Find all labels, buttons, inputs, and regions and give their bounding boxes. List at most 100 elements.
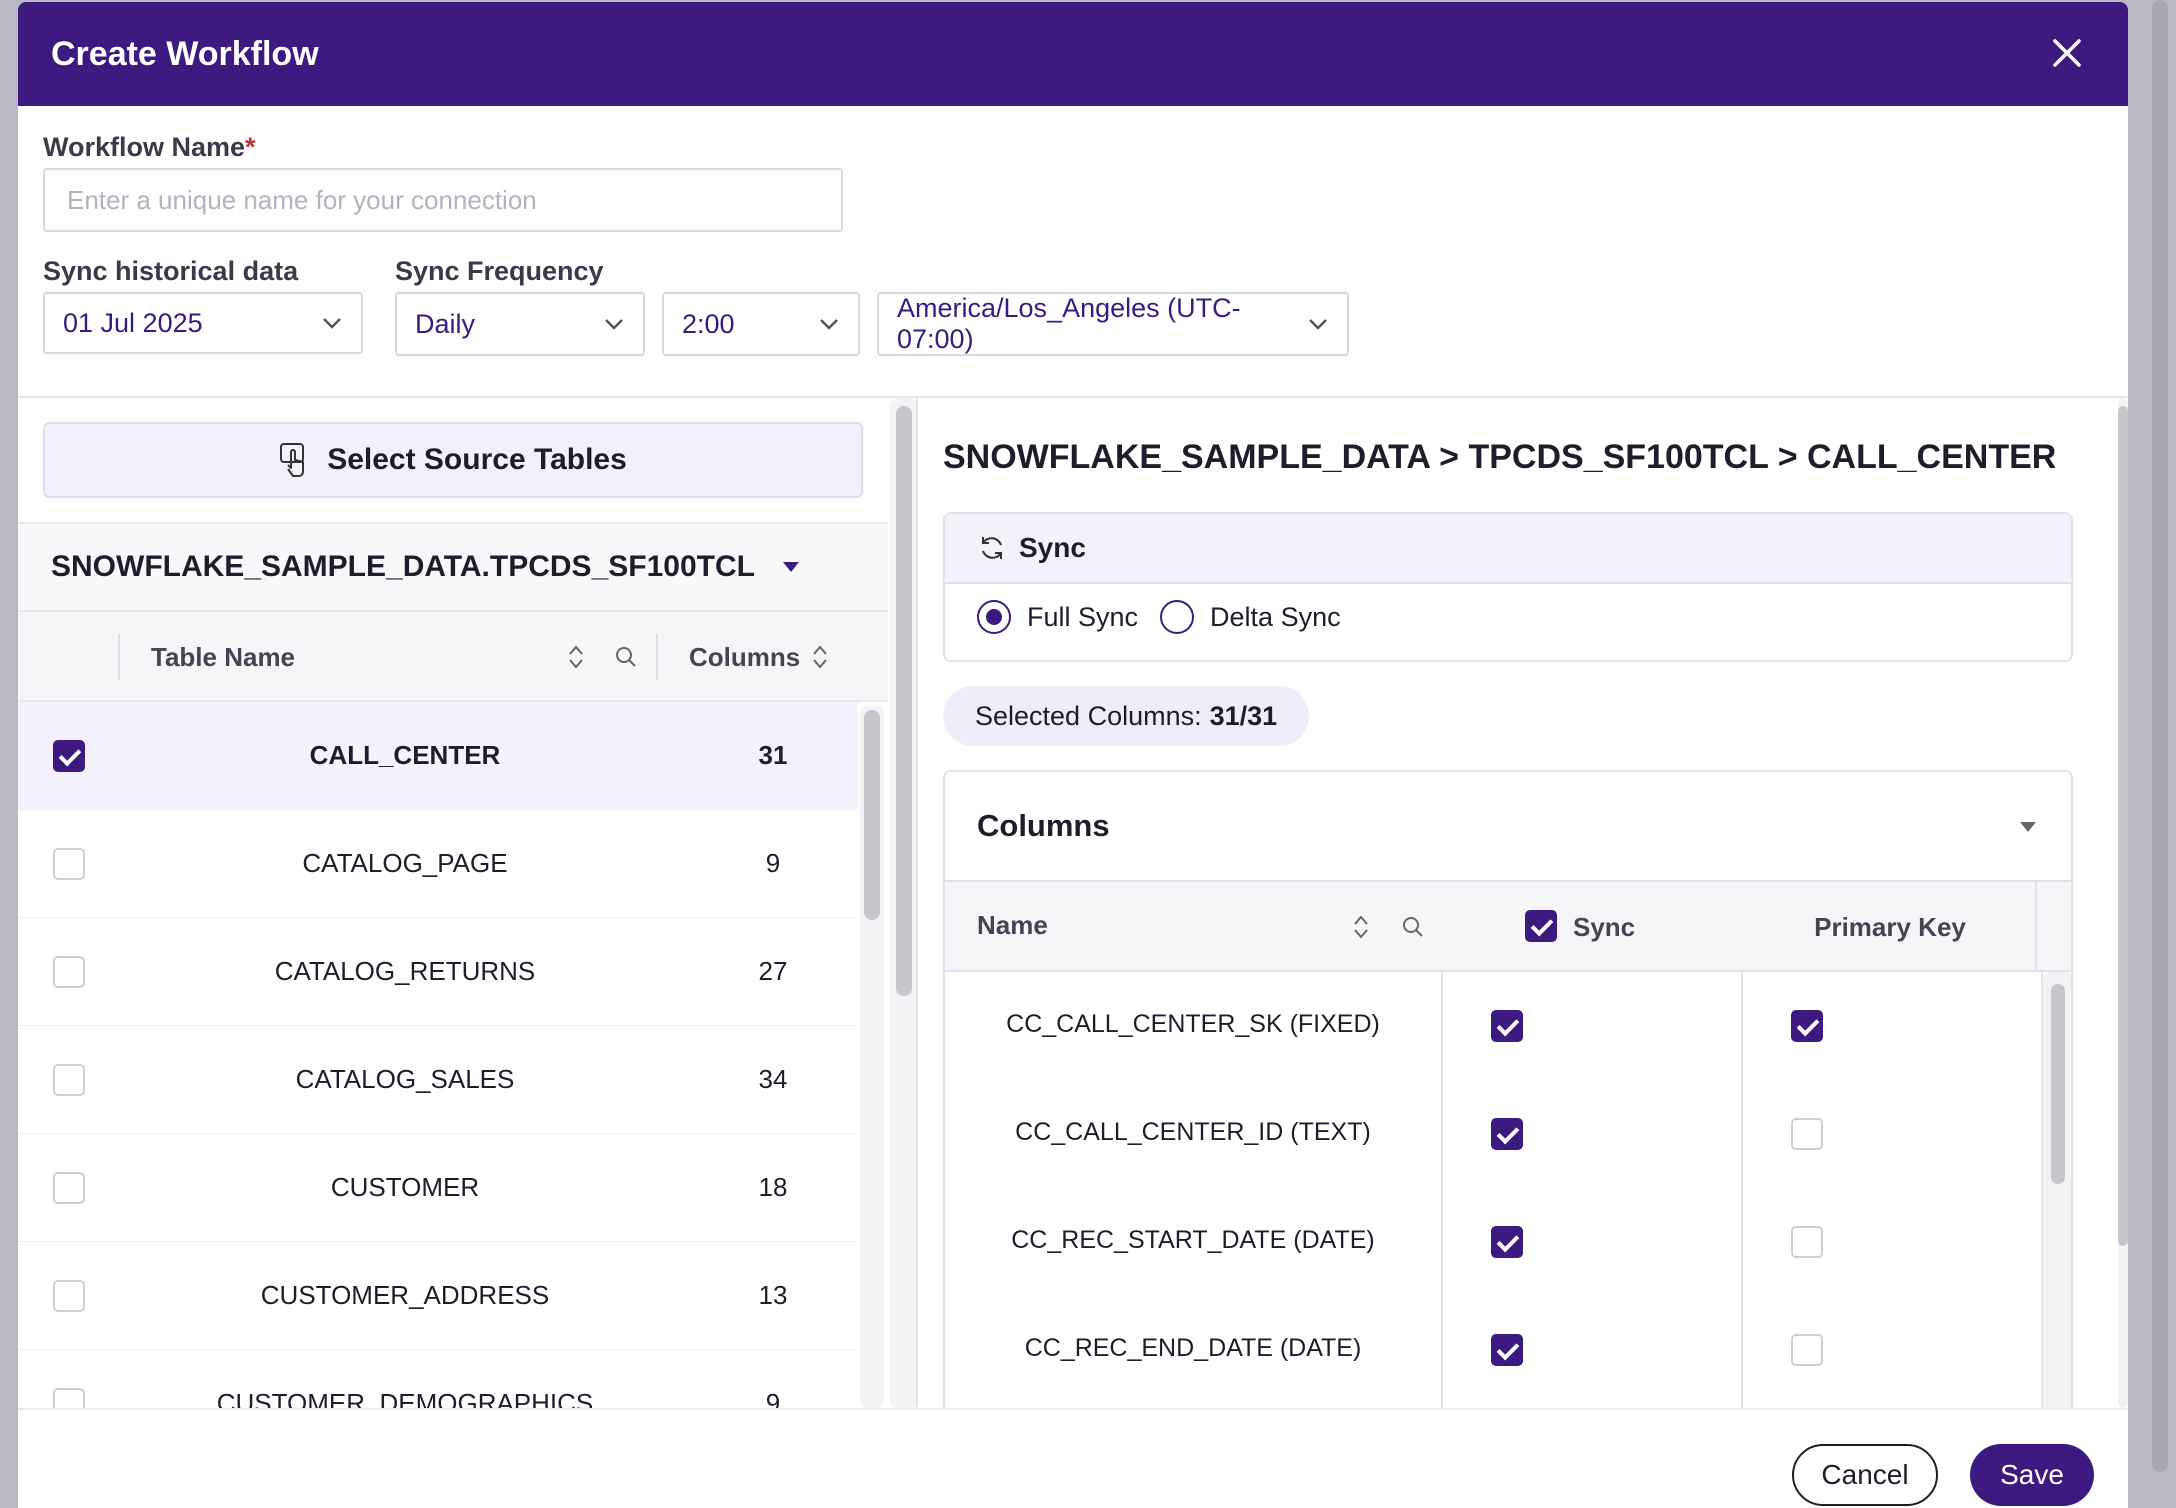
sync-all-checkbox[interactable]	[1525, 910, 1557, 942]
table-row[interactable]: CATALOG_PAGE 9	[18, 810, 858, 918]
column-row: CC_REC_END_DATE (DATE)	[945, 1296, 2045, 1404]
chevron-down-icon	[605, 319, 623, 330]
timezone-value: America/Los_Angeles (UTC-07:00)	[897, 293, 1241, 354]
columns-scrollbar-thumb[interactable]	[2051, 984, 2065, 1184]
chevron-down-icon	[1309, 319, 1327, 330]
row-checkbox[interactable]	[53, 1064, 85, 1096]
column-name: CC_CALL_CENTER_ID (TEXT)	[1015, 1118, 1371, 1146]
sync-header: Sync	[1573, 912, 1636, 942]
table-row[interactable]: CATALOG_RETURNS 27	[18, 918, 858, 1026]
time-value: 2:00	[682, 308, 735, 339]
tables-scrollbar-thumb[interactable]	[864, 710, 880, 920]
close-button[interactable]	[2044, 30, 2090, 76]
column-primary-key-checkbox[interactable]	[1791, 1226, 1823, 1258]
column-row: CC_CALL_CENTER_SK (FIXED)	[945, 972, 2045, 1080]
column-sync-checkbox[interactable]	[1491, 1118, 1523, 1150]
workflow-name-input[interactable]	[43, 168, 843, 232]
caret-down-icon	[2020, 822, 2036, 832]
sync-title: Sync	[1019, 532, 1086, 563]
sort-icon[interactable]	[1349, 912, 1373, 942]
frequency-value: Daily	[415, 308, 476, 339]
row-checkbox[interactable]	[53, 1280, 85, 1312]
frequency-select[interactable]: Daily	[395, 292, 645, 356]
chevron-down-icon	[820, 319, 838, 330]
sync-mode-radio-group: Full Sync Delta Sync	[977, 600, 1341, 634]
delta-sync-label: Delta Sync	[1210, 601, 1341, 632]
table-row[interactable]: CUSTOMER_ADDRESS 13	[18, 1242, 858, 1350]
tables-header-row: Table Name Columns	[18, 612, 888, 702]
column-primary-key-checkbox[interactable]	[1791, 1334, 1823, 1366]
selected-columns-label: Selected Columns:	[975, 700, 1202, 731]
modal-footer: Cancel Save	[18, 1408, 2128, 1508]
columns-accordion-header[interactable]: Columns	[945, 772, 2071, 882]
header-separator	[2035, 882, 2037, 972]
tables-scrollbar[interactable]	[860, 706, 884, 1408]
chevron-down-icon	[323, 318, 341, 329]
required-mark: *	[245, 132, 256, 162]
table-row[interactable]: CATALOG_SALES 34	[18, 1026, 858, 1134]
save-button[interactable]: Save	[1970, 1444, 2094, 1506]
page-scrollbar-thumb[interactable]	[2152, 0, 2168, 1472]
select-source-tables-button[interactable]: Select Source Tables	[43, 422, 863, 498]
header-separator	[656, 634, 658, 680]
delta-sync-radio[interactable]	[1160, 600, 1195, 634]
column-sync-checkbox[interactable]	[1491, 1226, 1523, 1258]
sync-historical-date-select[interactable]: 01 Jul 2025	[43, 292, 363, 354]
sort-icon[interactable]	[808, 642, 832, 672]
workflow-name-label: Workflow Name*	[43, 132, 256, 162]
right-panel-scrollbar-thumb[interactable]	[2118, 406, 2128, 1246]
table-details-panel: SNOWFLAKE_SAMPLE_DATA > TPCDS_SF100TCL >…	[918, 398, 2128, 1408]
left-panel-scrollbar-thumb[interactable]	[896, 406, 912, 996]
columns-scrollbar[interactable]	[2043, 972, 2071, 1408]
table-name: CATALOG_RETURNS	[274, 956, 536, 986]
column-divider	[1441, 972, 1443, 1408]
sync-historical-value: 01 Jul 2025	[63, 307, 203, 338]
table-column-count: 18	[758, 1172, 788, 1202]
table-name: CATALOG_SALES	[295, 1064, 515, 1094]
table-column-count: 9	[765, 848, 781, 878]
column-primary-key-checkbox[interactable]	[1791, 1010, 1823, 1042]
row-checkbox[interactable]	[53, 1172, 85, 1204]
full-sync-label: Full Sync	[1027, 601, 1139, 632]
sort-icon[interactable]	[564, 642, 588, 672]
time-select[interactable]: 2:00	[662, 292, 860, 356]
select-source-tables-label: Select Source Tables	[327, 443, 627, 476]
columns-header: Columns	[689, 642, 801, 672]
table-row[interactable]: CALL_CENTER 31	[18, 702, 858, 810]
database-selector[interactable]: SNOWFLAKE_SAMPLE_DATA.TPCDS_SF100TCL	[18, 522, 888, 612]
column-name-header: Name	[977, 910, 1048, 940]
columns-header-row: Name Sync Primary Key	[945, 882, 2071, 972]
primary-key-header: Primary Key	[1814, 912, 1966, 942]
row-checkbox[interactable]	[53, 848, 85, 880]
table-name-header: Table Name	[151, 642, 296, 672]
full-sync-option[interactable]: Full Sync	[977, 600, 1138, 634]
selected-columns-count: 31/31	[1209, 700, 1278, 731]
left-panel-scrollbar[interactable]	[890, 398, 918, 1408]
table-row[interactable]: CUSTOMER 18	[18, 1134, 858, 1242]
full-sync-radio[interactable]	[977, 600, 1011, 634]
column-primary-key-checkbox[interactable]	[1791, 1118, 1823, 1150]
table-column-count: 13	[758, 1280, 788, 1310]
search-icon[interactable]	[614, 642, 638, 672]
search-icon[interactable]	[1401, 912, 1425, 942]
column-divider	[1741, 972, 1743, 1408]
table-name: CALL_CENTER	[309, 740, 501, 770]
breadcrumb: SNOWFLAKE_SAMPLE_DATA > TPCDS_SF100TCL >…	[943, 438, 2057, 476]
column-row: CC_CALL_CENTER_ID (TEXT)	[945, 1080, 2045, 1188]
table-name: CATALOG_PAGE	[302, 848, 508, 878]
right-panel-scrollbar[interactable]	[2118, 398, 2128, 1408]
page-scrollbar[interactable]	[2150, 0, 2170, 1508]
column-sync-checkbox[interactable]	[1491, 1334, 1523, 1366]
row-checkbox[interactable]	[53, 740, 85, 772]
table-name: CUSTOMER_DEMOGRAPHICS	[216, 1388, 594, 1408]
row-checkbox[interactable]	[53, 1388, 85, 1408]
delta-sync-option[interactable]: Delta Sync	[1160, 600, 1341, 634]
cancel-button[interactable]: Cancel	[1792, 1444, 1938, 1506]
table-row[interactable]: CUSTOMER_DEMOGRAPHICS 9	[18, 1350, 858, 1408]
database-name: SNOWFLAKE_SAMPLE_DATA.TPCDS_SF100TCL	[51, 550, 755, 583]
column-sync-checkbox[interactable]	[1491, 1010, 1523, 1042]
create-workflow-modal: Create Workflow Workflow Name* Sync hist…	[18, 2, 2128, 1508]
row-checkbox[interactable]	[53, 956, 85, 988]
timezone-select[interactable]: America/Los_Angeles (UTC-07:00)	[877, 292, 1349, 356]
column-name: CC_CALL_CENTER_SK (FIXED)	[1006, 1010, 1380, 1038]
